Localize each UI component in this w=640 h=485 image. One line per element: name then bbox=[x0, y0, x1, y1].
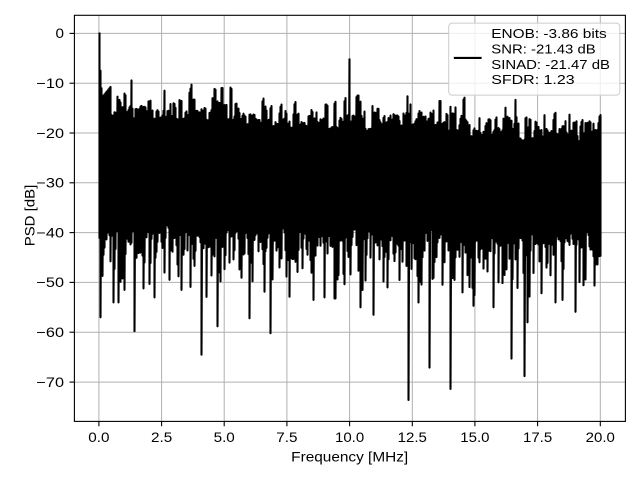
svg-text:SFDR: 1.23: SFDR: 1.23 bbox=[491, 72, 574, 87]
svg-text:−20: −20 bbox=[36, 126, 64, 141]
svg-text:0.0: 0.0 bbox=[88, 430, 110, 445]
svg-text:20.0: 20.0 bbox=[586, 430, 616, 445]
svg-text:2.5: 2.5 bbox=[151, 430, 173, 445]
svg-text:−50: −50 bbox=[36, 275, 64, 290]
svg-text:10.0: 10.0 bbox=[335, 430, 365, 445]
svg-text:5.0: 5.0 bbox=[214, 430, 236, 445]
svg-text:−60: −60 bbox=[36, 325, 64, 340]
svg-text:0: 0 bbox=[56, 26, 65, 41]
svg-text:ENOB: -3.86 bits: ENOB: -3.86 bits bbox=[491, 26, 607, 41]
svg-text:SNR: -21.43 dB: SNR: -21.43 dB bbox=[491, 42, 596, 57]
svg-text:SINAD: -21.47 dB: SINAD: -21.47 dB bbox=[491, 57, 610, 72]
svg-text:15.0: 15.0 bbox=[460, 430, 490, 445]
svg-text:−30: −30 bbox=[36, 176, 64, 191]
svg-text:Frequency [MHz]: Frequency [MHz] bbox=[291, 450, 408, 465]
svg-text:−70: −70 bbox=[36, 375, 64, 390]
svg-text:17.5: 17.5 bbox=[523, 430, 553, 445]
svg-text:12.5: 12.5 bbox=[398, 430, 428, 445]
svg-text:−10: −10 bbox=[36, 76, 64, 91]
svg-text:7.5: 7.5 bbox=[276, 430, 298, 445]
svg-text:PSD [dB]: PSD [dB] bbox=[22, 185, 37, 247]
svg-text:−40: −40 bbox=[36, 225, 64, 240]
